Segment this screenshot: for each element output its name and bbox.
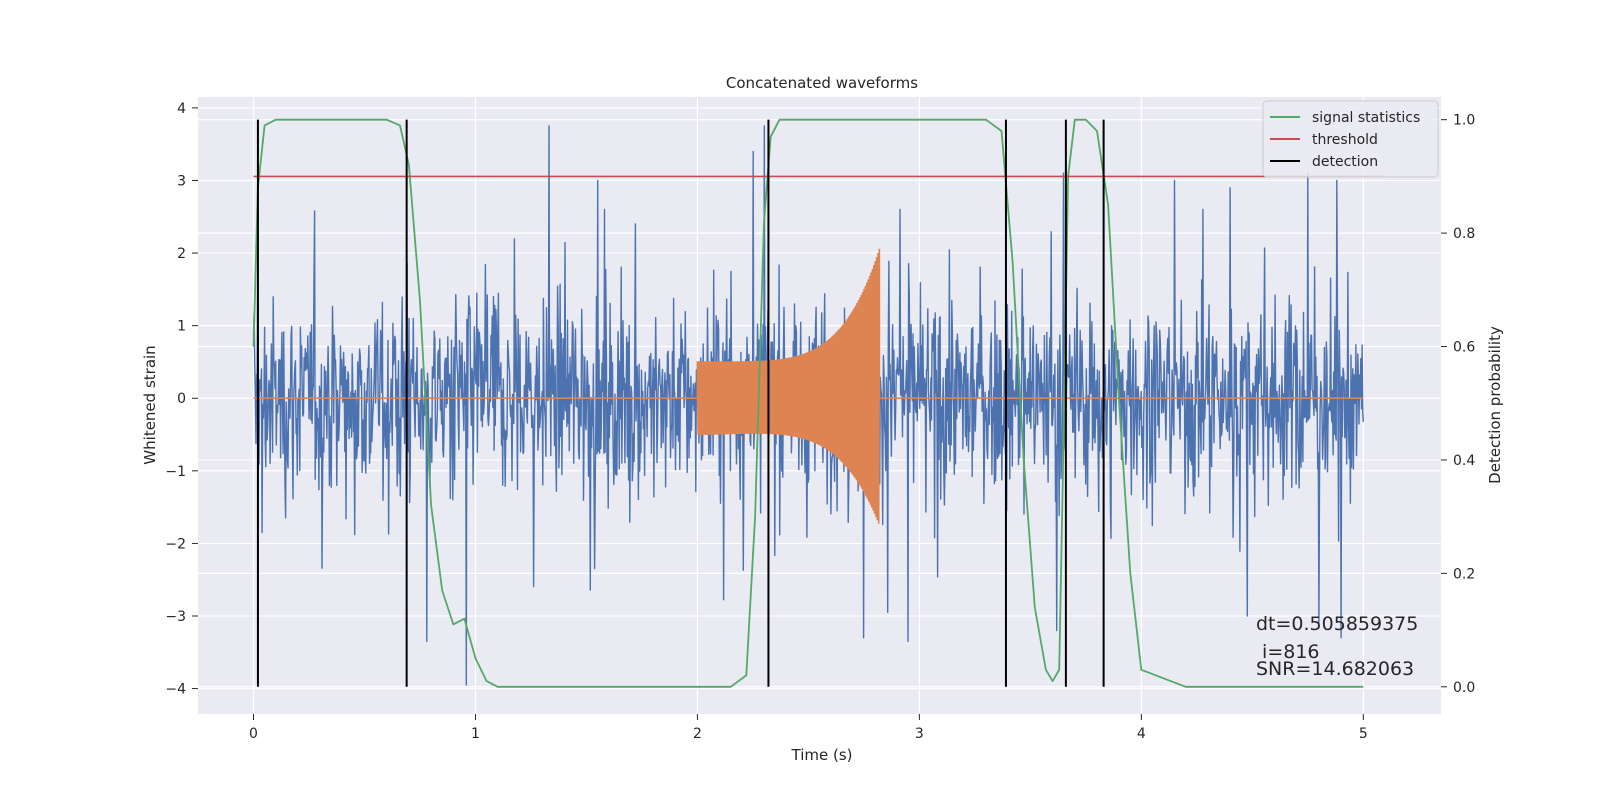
y-tick-label: 2 [177, 246, 186, 262]
injection-line [253, 248, 1364, 524]
y-tick-label: 0 [177, 391, 186, 407]
y2-tick-label: 0.8 [1453, 226, 1475, 242]
y-tick-label: −2 [165, 536, 186, 552]
y2-tick-label: 0.0 [1453, 680, 1475, 696]
injection-series [253, 248, 1364, 524]
x-tick-label: 4 [1137, 726, 1146, 742]
y-tick-label: −4 [165, 682, 186, 698]
y2-tick-label: 0.4 [1453, 453, 1475, 469]
signal-statistics-series [252, 118, 1364, 688]
legend-label-detection: detection [1312, 154, 1378, 170]
y2-tick-label: 0.6 [1453, 340, 1475, 356]
x-axis-label: Time (s) [791, 746, 853, 764]
y-tick-label: −1 [165, 464, 186, 480]
chart-title: Concatenated waveforms [726, 74, 918, 92]
axis-ticks: 0 1 2 3 4 5 −4 −3 −2 −1 0 1 2 3 4 0.0 0.2 0.4 0.6 0.8 1.0 [165, 101, 1475, 742]
strain-series [252, 125, 1364, 686]
y-tick-label: 1 [177, 319, 186, 335]
x-tick-label: 3 [915, 726, 924, 742]
y2-axis-label: Detection probability [1486, 326, 1504, 484]
y2-tick-label: 1.0 [1453, 113, 1475, 129]
x-tick-label: 1 [471, 726, 480, 742]
legend-box [1262, 100, 1439, 178]
y-tick-label: 4 [177, 101, 186, 117]
signal-statistics-line [252, 118, 1364, 688]
strain-line [252, 125, 1364, 686]
x-tick-label: 0 [249, 726, 258, 742]
x-tick-label: 5 [1359, 726, 1368, 742]
y-axis-label: Whitened strain [141, 345, 159, 464]
legend-label-signal: signal statistics [1312, 110, 1420, 126]
legend-label-threshold: threshold [1312, 132, 1378, 148]
y-tick-label: 3 [177, 173, 186, 189]
y-tick-label: −3 [165, 609, 186, 625]
y2-tick-label: 0.2 [1453, 566, 1475, 582]
annotation-snr: SNR=14.682063 [1256, 658, 1414, 680]
annotation-dt: dt=0.505859375 [1256, 613, 1418, 635]
detection-series [256, 119, 1105, 687]
legend: signal statistics threshold detection [1262, 100, 1439, 178]
annotation-index: i=816 [1256, 641, 1320, 663]
x-tick-label: 2 [693, 726, 702, 742]
